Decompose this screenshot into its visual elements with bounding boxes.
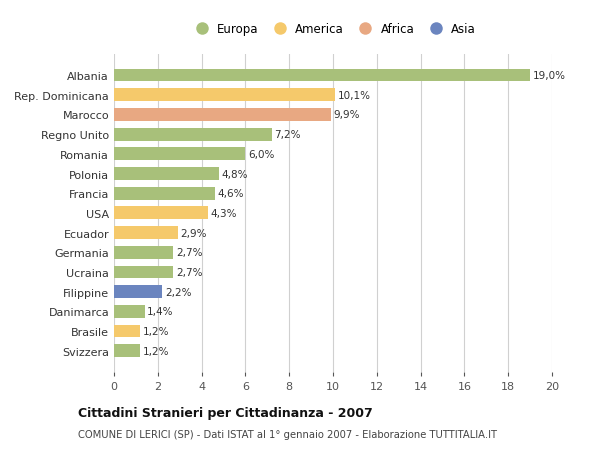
Bar	[114, 207, 208, 220]
Text: 1,2%: 1,2%	[143, 326, 169, 336]
Bar	[114, 148, 245, 161]
Bar	[114, 227, 178, 240]
Text: 2,2%: 2,2%	[165, 287, 191, 297]
Bar	[114, 109, 331, 122]
Text: 2,7%: 2,7%	[176, 268, 202, 277]
Text: 1,2%: 1,2%	[143, 346, 169, 356]
Bar	[114, 129, 272, 141]
Text: 4,8%: 4,8%	[222, 169, 248, 179]
Text: COMUNE DI LERICI (SP) - Dati ISTAT al 1° gennaio 2007 - Elaborazione TUTTITALIA.: COMUNE DI LERICI (SP) - Dati ISTAT al 1°…	[78, 429, 497, 439]
Text: 4,6%: 4,6%	[217, 189, 244, 199]
Bar	[114, 305, 145, 318]
Text: 2,7%: 2,7%	[176, 248, 202, 258]
Bar	[114, 187, 215, 200]
Bar	[114, 89, 335, 102]
Text: 6,0%: 6,0%	[248, 150, 274, 159]
Bar	[114, 246, 173, 259]
Bar	[114, 345, 140, 358]
Bar	[114, 69, 530, 82]
Text: Cittadini Stranieri per Cittadinanza - 2007: Cittadini Stranieri per Cittadinanza - 2…	[78, 406, 373, 419]
Text: 19,0%: 19,0%	[533, 71, 566, 81]
Bar	[114, 325, 140, 338]
Text: 1,4%: 1,4%	[147, 307, 174, 317]
Text: 10,1%: 10,1%	[338, 90, 371, 101]
Text: 2,9%: 2,9%	[180, 228, 206, 238]
Text: 9,9%: 9,9%	[334, 110, 360, 120]
Text: 4,3%: 4,3%	[211, 208, 237, 218]
Bar	[114, 285, 162, 298]
Bar	[114, 266, 173, 279]
Text: 7,2%: 7,2%	[274, 130, 301, 140]
Bar	[114, 168, 219, 180]
Legend: Europa, America, Africa, Asia: Europa, America, Africa, Asia	[190, 23, 476, 36]
